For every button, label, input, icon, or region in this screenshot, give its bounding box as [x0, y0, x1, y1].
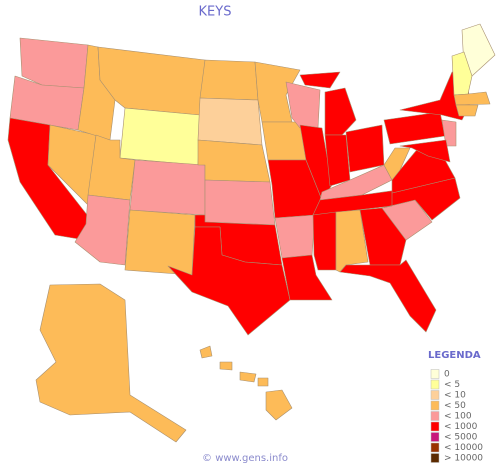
legend-swatch — [430, 411, 440, 421]
state — [281, 254, 333, 301]
legend-label: < 10 — [444, 391, 466, 401]
legend: LEGENDA 0< 5< 10< 50< 100< 1000< 5000< 1… — [428, 350, 483, 464]
legend-label: < 10000 — [444, 443, 483, 453]
legend-swatch — [430, 369, 440, 379]
state — [124, 209, 196, 276]
legend-swatch — [430, 453, 440, 463]
state — [119, 107, 201, 166]
state — [399, 139, 451, 163]
state — [381, 177, 461, 221]
legend-label: < 1000 — [444, 422, 478, 432]
legend-label: < 100 — [444, 412, 472, 422]
map-title: KEYS — [199, 5, 232, 20]
state — [345, 124, 385, 173]
state — [453, 91, 491, 106]
legend-label: < 50 — [444, 401, 466, 411]
state — [299, 71, 357, 136]
state — [312, 211, 337, 271]
state — [204, 179, 276, 226]
state — [199, 345, 293, 421]
legend-label: 0 — [444, 370, 450, 380]
state — [359, 207, 407, 266]
state — [197, 97, 263, 146]
legend-swatch — [430, 421, 440, 432]
state — [383, 147, 411, 181]
legend-swatch — [430, 400, 440, 411]
state — [19, 37, 89, 89]
state — [274, 214, 316, 259]
state — [129, 159, 206, 216]
footer: © www.gens.info — [202, 453, 288, 464]
state — [197, 139, 271, 183]
legend-swatch — [430, 379, 440, 390]
legend-label: < 5 — [444, 380, 460, 390]
legend-swatch — [430, 390, 440, 400]
state — [339, 259, 437, 333]
state — [167, 226, 291, 336]
state — [35, 283, 187, 443]
legend-label: > 10000 — [444, 454, 483, 464]
state — [441, 119, 457, 147]
state — [451, 51, 473, 96]
legend-label: < 5000 — [444, 433, 478, 443]
state — [199, 59, 259, 101]
state — [455, 104, 479, 117]
legend-swatch — [430, 432, 440, 442]
state — [383, 111, 446, 145]
legend-swatch — [430, 442, 440, 453]
legend-title: LEGENDA — [428, 350, 481, 361]
states — [7, 23, 496, 443]
state — [74, 194, 131, 266]
